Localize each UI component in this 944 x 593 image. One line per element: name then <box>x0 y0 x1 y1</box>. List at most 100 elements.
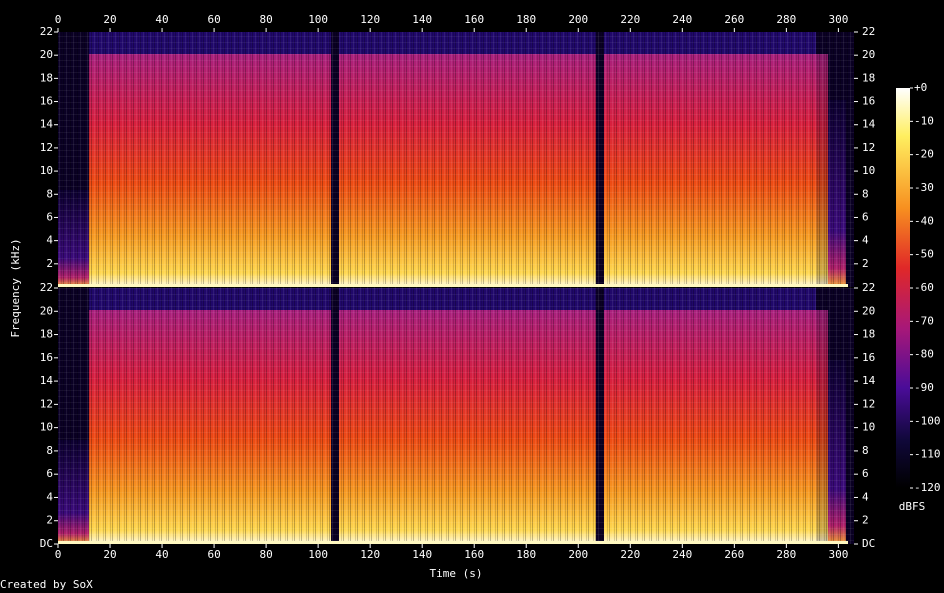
colorbar-tick-label: -120 <box>914 481 941 494</box>
x-tick-label-top: 260 <box>724 13 744 26</box>
x-tick-label-bottom: 300 <box>828 548 848 561</box>
y-tick-label-left: 16 <box>40 95 53 108</box>
colorbar-tick-label: -50 <box>914 248 934 261</box>
x-tick-label-top: 40 <box>155 13 168 26</box>
x-tick-label-top: 220 <box>620 13 640 26</box>
colorbar-tick-label: -100 <box>914 414 941 427</box>
y-tick-label-left: 14 <box>40 374 54 387</box>
y-tick-label-left: 4 <box>46 490 53 503</box>
y-tick-label-right: 8 <box>862 187 869 200</box>
colorbar-tick-label: -20 <box>914 148 934 161</box>
y-tick-label-left: 6 <box>46 467 53 480</box>
y-tick-label-right: 22 <box>862 281 875 294</box>
colorbar-tick-label: -110 <box>914 448 941 461</box>
y-tick-label-right: 20 <box>862 304 875 317</box>
y-tick-label-right: 10 <box>862 164 875 177</box>
y-tick-label-left: 4 <box>46 234 53 247</box>
x-tick-label-bottom: 240 <box>672 548 692 561</box>
x-tick-label-top: 120 <box>360 13 380 26</box>
x-tick-label-bottom: 0 <box>55 548 62 561</box>
x-tick-label-top: 60 <box>207 13 220 26</box>
colorbar-tick-label: -60 <box>914 281 934 294</box>
texture <box>58 284 848 287</box>
y-tick-label-left: DC <box>40 537 53 550</box>
colorbar-tick-label: -90 <box>914 381 934 394</box>
x-tick-label-top: 180 <box>516 13 536 26</box>
colorbar-tick-label: -70 <box>914 314 934 327</box>
y-tick-label-right: 16 <box>862 351 875 364</box>
x-tick-label-bottom: 220 <box>620 548 640 561</box>
y-tick-label-left: 2 <box>46 514 53 527</box>
y-tick-label-left: 8 <box>46 444 53 457</box>
y-tick-label-right: 4 <box>862 490 869 503</box>
x-tick-label-top: 240 <box>672 13 692 26</box>
y-tick-label-left: 20 <box>40 304 53 317</box>
y-tick-label-left: 8 <box>46 187 53 200</box>
x-tick-label-bottom: 180 <box>516 548 536 561</box>
x-tick-label-top: 0 <box>55 13 62 26</box>
y-tick-label-left: 22 <box>40 281 53 294</box>
y-tick-label-left: 22 <box>40 25 53 38</box>
x-tick-label-bottom: 80 <box>259 548 272 561</box>
colorbar-tick-label: -40 <box>914 214 934 227</box>
x-tick-label-top: 80 <box>259 13 272 26</box>
colorbar-tick-label: -80 <box>914 348 934 361</box>
y-tick-label-left: 20 <box>40 48 53 61</box>
x-axis-label: Time (s) <box>430 567 483 580</box>
colorbar-label: dBFS <box>899 500 926 513</box>
x-tick-label-bottom: 140 <box>412 548 432 561</box>
x-tick-label-top: 200 <box>568 13 588 26</box>
x-tick-label-bottom: 120 <box>360 548 380 561</box>
y-tick-label-right: 14 <box>862 374 876 387</box>
footer: Created by SoX <box>0 578 93 591</box>
y-tick-label-right: 4 <box>862 234 869 247</box>
x-tick-label-top: 300 <box>828 13 848 26</box>
y-tick-label-left: 2 <box>46 257 53 270</box>
y-tick-label-right: 14 <box>862 118 876 131</box>
y-tick-label-left: 6 <box>46 210 53 223</box>
y-axis-label: Frequency (kHz) <box>9 238 22 337</box>
y-tick-label-left: 10 <box>40 164 53 177</box>
y-tick-label-right: DC <box>862 537 875 550</box>
colorbar <box>896 88 910 488</box>
texture <box>58 541 848 544</box>
y-tick-label-right: 6 <box>862 210 869 223</box>
y-tick-label-left: 18 <box>40 71 53 84</box>
spectrogram <box>58 32 854 544</box>
x-tick-label-top: 280 <box>776 13 796 26</box>
y-tick-label-right: 2 <box>862 257 869 270</box>
x-tick-label-bottom: 260 <box>724 548 744 561</box>
x-tick-label-top: 20 <box>103 13 116 26</box>
x-tick-label-bottom: 280 <box>776 548 796 561</box>
y-tick-label-left: 16 <box>40 351 53 364</box>
y-tick-label-right: 18 <box>862 71 875 84</box>
x-tick-label-bottom: 40 <box>155 548 168 561</box>
x-tick-label-bottom: 200 <box>568 548 588 561</box>
x-tick-label-bottom: 100 <box>308 548 328 561</box>
colorbar-tick-label: -30 <box>914 181 934 194</box>
colorbar-tick-label: -10 <box>914 114 934 127</box>
y-tick-label-left: 18 <box>40 328 53 341</box>
y-tick-label-right: 6 <box>862 467 869 480</box>
x-tick-label-bottom: 60 <box>207 548 220 561</box>
x-tick-label-bottom: 160 <box>464 548 484 561</box>
y-tick-label-right: 10 <box>862 421 875 434</box>
y-tick-label-right: 20 <box>862 48 875 61</box>
y-tick-label-right: 12 <box>862 397 875 410</box>
texture <box>58 32 854 544</box>
y-tick-label-left: 12 <box>40 141 53 154</box>
y-tick-label-left: 12 <box>40 397 53 410</box>
y-tick-label-right: 12 <box>862 141 875 154</box>
x-tick-label-top: 100 <box>308 13 328 26</box>
y-tick-label-right: 22 <box>862 25 875 38</box>
colorbar-tick-label: +0 <box>914 81 927 94</box>
y-tick-label-left: 14 <box>40 118 54 131</box>
y-tick-label-right: 16 <box>862 95 875 108</box>
y-tick-label-right: 8 <box>862 444 869 457</box>
x-tick-label-bottom: 20 <box>103 548 116 561</box>
y-tick-label-right: 2 <box>862 514 869 527</box>
y-tick-label-right: 18 <box>862 328 875 341</box>
y-tick-label-left: 10 <box>40 421 53 434</box>
